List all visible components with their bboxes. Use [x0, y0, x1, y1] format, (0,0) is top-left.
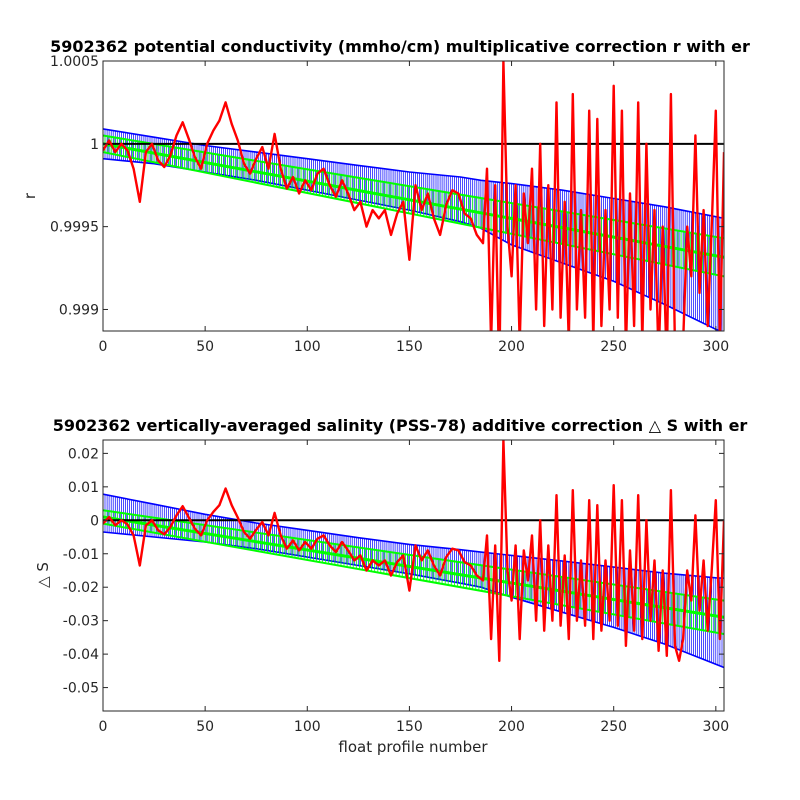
- plot1-ytick-label: 0.9995: [50, 220, 99, 236]
- plot1-xtick-label: 0: [99, 339, 108, 355]
- plot1-xtick-label: 100: [294, 339, 321, 355]
- plot2-xtick-label: 100: [294, 719, 321, 735]
- plot1-ylabel: r: [21, 192, 39, 199]
- plot2-ytick-label: 0: [90, 513, 99, 529]
- plot2-axes-box: [102, 439, 725, 712]
- plot1-ytick-label: 1.0005: [50, 54, 99, 70]
- plot1-xtick-label: 150: [396, 339, 423, 355]
- plot2-ytick-label: 0.01: [68, 480, 99, 496]
- plot1-xtick-label: 300: [702, 339, 729, 355]
- plot2-ytick-label: 0.02: [68, 446, 99, 462]
- plot2-data-area: [103, 440, 724, 669]
- plot1-profile-line: [103, 61, 724, 331]
- plot2-ticks: 0 50 100 150 200 250 300 -0.05 -0.04 -0.03 -0.02 -0…: [63, 440, 729, 735]
- plot1-ytick-label: 1: [90, 137, 99, 153]
- plot1-ticks: 0 50 100 150 200 250 300 0.999 0.9995 1 1.0005: [50, 54, 729, 355]
- plot2-xtick-label: 0: [99, 719, 108, 735]
- plot2-ylabel: △ S: [34, 562, 52, 588]
- plot1-xtick-label: 200: [498, 339, 525, 355]
- plot2-ytick-label: -0.01: [63, 547, 99, 563]
- plot1-data-area: [103, 61, 724, 331]
- plot2-profile-line: [103, 440, 724, 662]
- plot2-xtick-label: 200: [498, 719, 525, 735]
- plot1-ytick-label: 0.999: [59, 302, 99, 318]
- plot1-axes-box: [102, 60, 725, 332]
- plot1-xtick-label: 250: [600, 339, 627, 355]
- plot2-ytick-label: -0.05: [63, 681, 99, 697]
- plot2-xtick-label: 50: [196, 719, 214, 735]
- plot1-xtick-label: 50: [196, 339, 214, 355]
- plot2-ytick-label: -0.02: [63, 580, 99, 596]
- plot2-ytick-label: -0.04: [63, 647, 99, 663]
- plot2-xtick-label: 300: [702, 719, 729, 735]
- plot1-title: 5902362 potential conductivity (mmho/cm)…: [50, 37, 750, 56]
- plot2-xlabel: float profile number: [338, 738, 488, 756]
- plot2-fit-lower: [103, 522, 724, 636]
- plot2-ytick-label: -0.03: [63, 614, 99, 630]
- plot2-xtick-label: 250: [600, 719, 627, 735]
- plot2-xtick-label: 150: [396, 719, 423, 735]
- plot2-title: 5902362 vertically-averaged salinity (PS…: [53, 416, 748, 435]
